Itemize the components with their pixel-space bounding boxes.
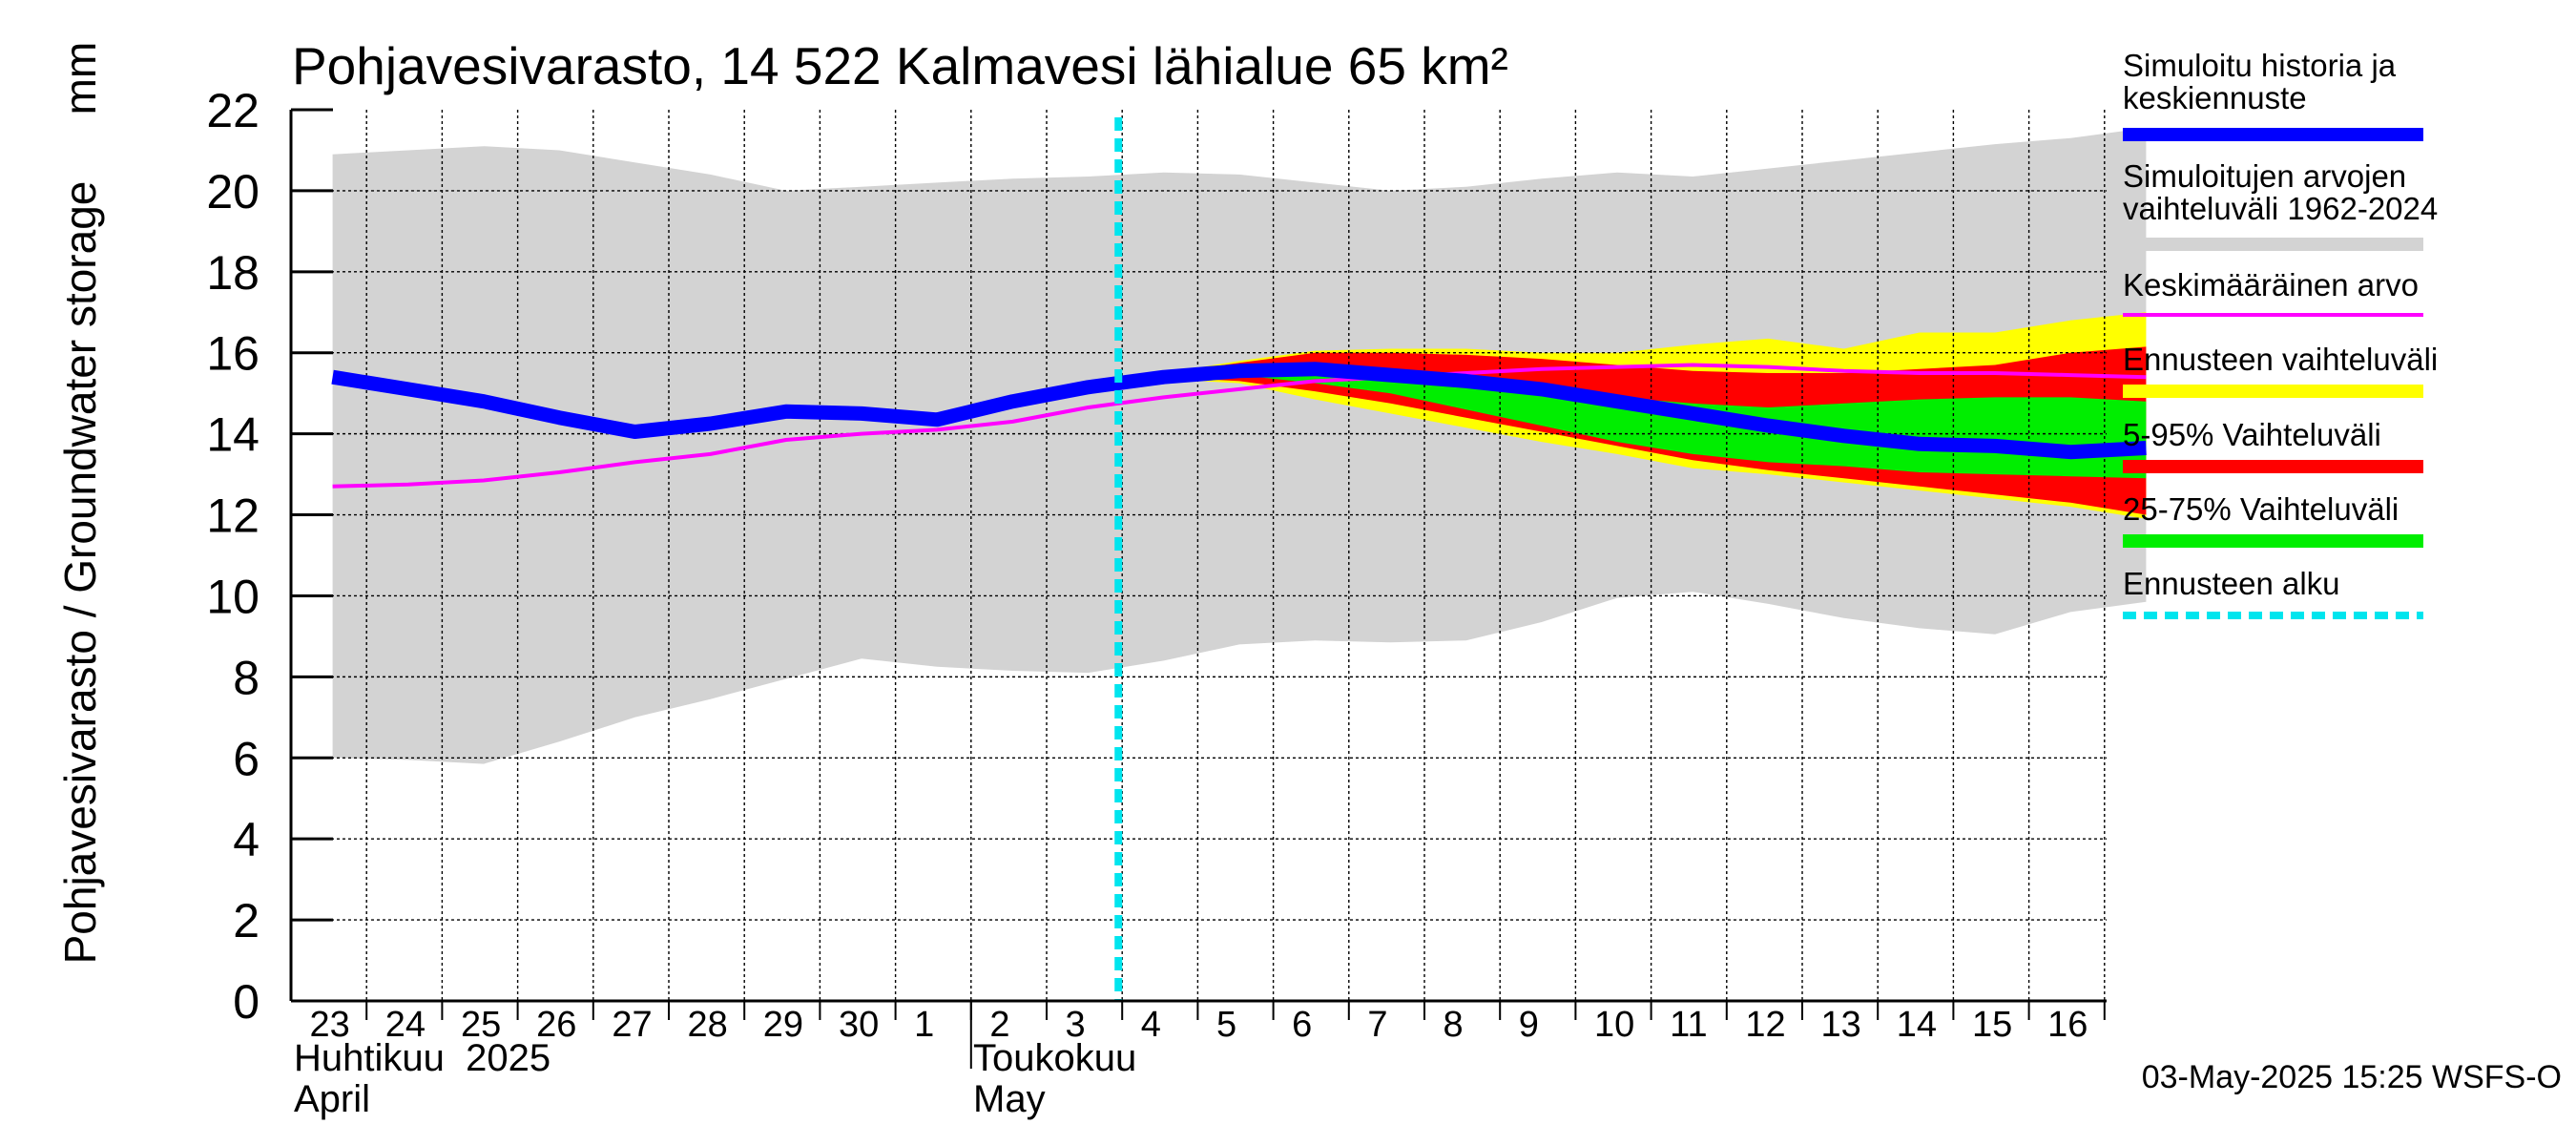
x-tick-label: 4	[1141, 1005, 1161, 1045]
y-tick-label: 18	[206, 246, 260, 300]
x-tick-label: 25	[461, 1005, 501, 1045]
y-tick-label: 20	[206, 165, 260, 219]
x-tick-label: 3	[1066, 1005, 1086, 1045]
y-tick-label: 10	[206, 570, 260, 623]
lines-layer	[331, 117, 2147, 1001]
legend-label: vaihteluväli 1962-2024	[2123, 191, 2438, 226]
line-simulated-history	[331, 362, 2147, 460]
legend-label: Ennusteen alku	[2123, 566, 2340, 601]
x-tick-label: 14	[1897, 1005, 1937, 1045]
x-tick-label: 1	[914, 1005, 934, 1045]
x-tick-label: 2	[989, 1005, 1009, 1045]
x-tick-label: 11	[1670, 1005, 1707, 1045]
legend-label: Ennusteen vaihteluväli	[2123, 342, 2438, 377]
x-tick-label: 27	[612, 1005, 652, 1045]
legend-item: Ennusteen vaihteluväli	[2123, 342, 2438, 398]
legend-item: 25-75% Vaihteluväli	[2123, 491, 2423, 548]
y-axis-unit: mm	[55, 42, 105, 115]
x-tick-label: 12	[1745, 1005, 1785, 1045]
y-tick-label: 14	[206, 408, 260, 462]
x-tick-label: 24	[385, 1005, 426, 1045]
x-tick-label: 16	[2047, 1005, 2088, 1045]
month-label-en-april: April	[294, 1078, 370, 1120]
y-tick-label: 8	[233, 651, 260, 704]
band-history-range	[332, 128, 2147, 764]
y-tick-label: 12	[206, 489, 260, 543]
month-label-fi-may: Toukokuu	[973, 1037, 1136, 1079]
line-mean-value	[332, 363, 2147, 489]
x-tick-label: 23	[310, 1005, 350, 1045]
month-label-en-may: May	[973, 1078, 1046, 1120]
legend-item: Keskimääräinen arvo	[2123, 267, 2423, 317]
legend-label: Keskimääräinen arvo	[2123, 267, 2419, 302]
x-tick-label: 7	[1367, 1005, 1387, 1045]
x-tick-label: 9	[1519, 1005, 1539, 1045]
legend: Simuloitu historia jakeskiennusteSimuloi…	[2123, 48, 2438, 619]
x-tick-label: 28	[688, 1005, 728, 1045]
y-tick-label: 22	[206, 84, 260, 137]
y-tick-label: 6	[233, 732, 260, 785]
legend-label: keskiennuste	[2123, 80, 2307, 115]
x-tick-label: 26	[536, 1005, 576, 1045]
y-tick-label: 2	[233, 894, 260, 947]
legend-label: Simuloitujen arvojen	[2123, 158, 2406, 194]
x-tick-label: 15	[1972, 1005, 2012, 1045]
month-label-fi-april: Huhtikuu 2025	[294, 1037, 551, 1079]
x-tick-label: 6	[1292, 1005, 1312, 1045]
footer-timestamp: 03-May-2025 15:25 WSFS-O	[2142, 1059, 2562, 1095]
x-tick-label: 8	[1444, 1005, 1464, 1045]
y-tick-label: 4	[233, 813, 260, 866]
y-axis-label: Pohjavesivarasto / Groundwater storage	[55, 181, 105, 965]
x-tick-label: 13	[1821, 1005, 1861, 1045]
chart-title: Pohjavesivarasto, 14 522 Kalmavesi lähia…	[292, 36, 1508, 95]
bands-layer	[332, 128, 2147, 764]
legend-label: Simuloitu historia ja	[2123, 48, 2397, 83]
x-tick-label: 29	[763, 1005, 803, 1045]
legend-item: 5-95% Vaihteluväli	[2123, 417, 2423, 473]
legend-label: 5-95% Vaihteluväli	[2123, 417, 2381, 452]
y-tick-label: 16	[206, 327, 260, 381]
legend-item: Ennusteen alku	[2123, 566, 2423, 619]
y-tick-label: 0	[233, 975, 260, 1029]
legend-label: 25-75% Vaihteluväli	[2123, 491, 2399, 527]
band-25-75-range	[1088, 364, 2147, 479]
x-tick-label: 30	[839, 1005, 879, 1045]
x-tick-label: 10	[1594, 1005, 1634, 1045]
x-tick-label: 5	[1216, 1005, 1236, 1045]
